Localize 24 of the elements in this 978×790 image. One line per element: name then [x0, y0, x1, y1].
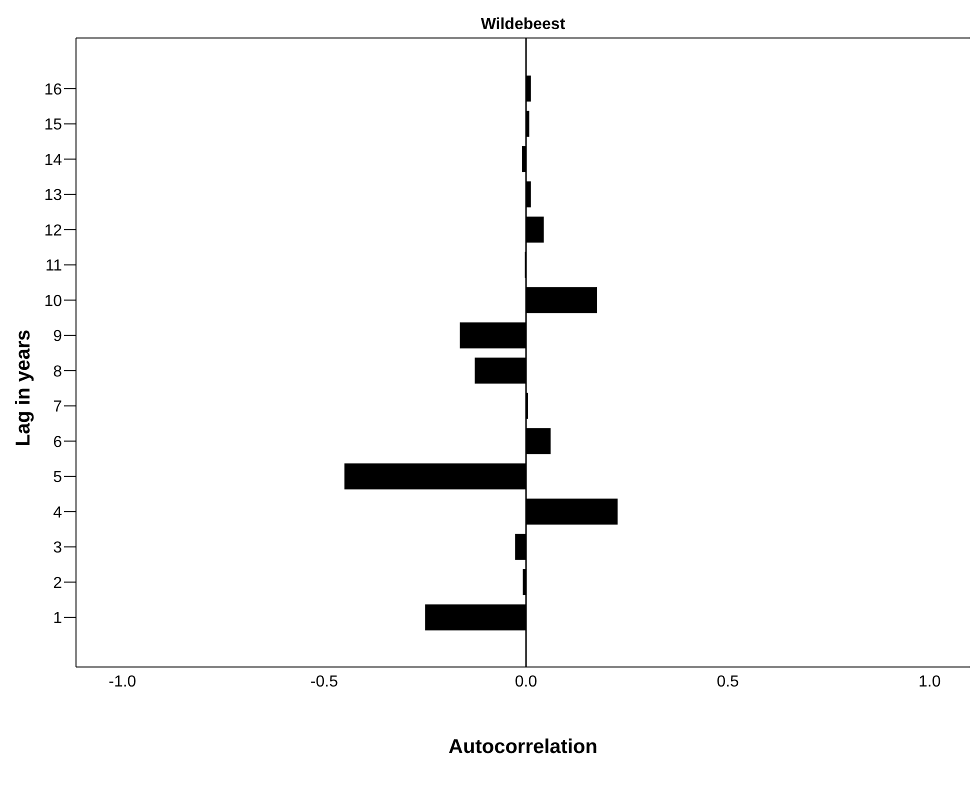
y-tick-label: 3 — [53, 540, 62, 557]
x-tick-label: 1.0 — [918, 673, 941, 690]
y-tick-label: 2 — [53, 574, 62, 592]
y-tick-label: 12 — [44, 222, 62, 240]
x-axis-title: Autocorrelation — [448, 736, 598, 759]
y-tick-label: 15 — [44, 116, 62, 134]
x-tick-label: 0.0 — [514, 673, 538, 690]
y-tick-label: 6 — [53, 434, 62, 451]
y-tick-label: 16 — [44, 81, 62, 98]
x-tick-label: 0.5 — [716, 673, 740, 690]
y-tick-label: 8 — [53, 363, 62, 380]
y-tick-label: 9 — [53, 328, 62, 346]
x-tick-label: -0.5 — [310, 673, 338, 690]
y-axis-title: Lag in years — [12, 330, 36, 446]
y-tick-label: 7 — [53, 398, 62, 416]
y-tick-label: 10 — [44, 292, 62, 310]
chart-title: Wildebeest — [480, 16, 566, 34]
y-tick-label: 1 — [53, 610, 62, 628]
y-tick-label: 11 — [45, 258, 62, 275]
y-tick-label: 14 — [44, 152, 62, 169]
x-tick-label: -1.0 — [108, 673, 136, 690]
y-tick-label: 5 — [53, 469, 62, 486]
y-tick-label: 4 — [53, 504, 62, 522]
y-tick-label: 13 — [44, 187, 62, 204]
